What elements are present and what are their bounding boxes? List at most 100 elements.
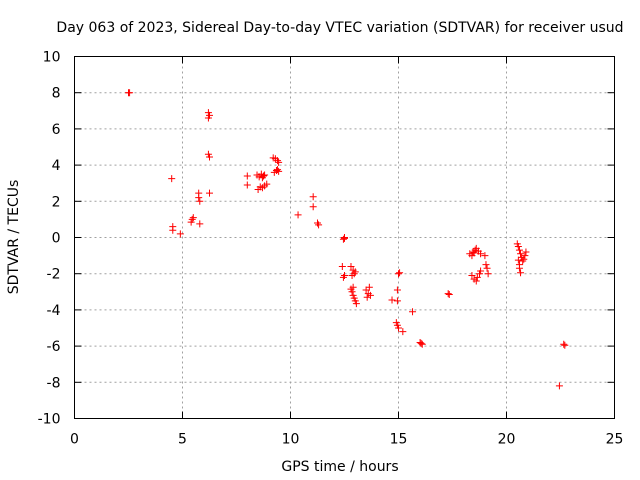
y-tick-label: -6 [47,339,61,355]
data-point [352,300,360,308]
x-tick-label: 15 [390,432,408,448]
data-point [365,283,373,291]
x-tick-label: 25 [606,432,624,448]
data-point [349,283,357,291]
data-point [388,296,396,304]
data-point [339,235,347,243]
data-point [195,194,203,202]
data-point [206,111,213,119]
data-point [274,166,282,174]
data-point [168,175,176,183]
data-point [363,293,371,301]
data-point [514,256,522,264]
data-point [395,324,402,332]
y-tick-label: 2 [52,194,61,210]
data-point [561,341,569,349]
data-point [366,291,374,299]
data-point [393,286,401,294]
data-point [309,193,317,201]
data-point [399,328,407,336]
data-point [417,339,425,347]
data-point [189,214,197,222]
data-point [341,234,348,242]
data-point [515,264,523,272]
x-axis-label: GPS time / hours [281,459,398,475]
data-point [472,277,480,285]
data-point [522,248,530,256]
data-point [196,220,204,228]
data-point [341,272,348,280]
y-tick-labels: -10 -8 -6 -4 -2 0 2 4 6 8 10 [38,50,61,428]
data-point [395,270,402,278]
y-tick-label: 4 [52,158,61,174]
x-tick-label: 10 [282,432,300,448]
data-point [473,273,481,281]
data-point [188,215,196,223]
data-point [243,181,251,189]
data-point [484,270,492,278]
data-point [477,250,485,258]
data-point [126,89,134,97]
data-point [515,246,523,254]
data-point [409,308,417,316]
data-point [514,243,522,251]
data-point [196,197,204,205]
data-point [560,340,568,348]
y-tick-label: 6 [52,122,61,138]
chart-title: Day 063 of 2023, Sidereal Day-to-day VTE… [56,20,623,36]
y-tick-label: -10 [38,412,61,428]
data-point [338,262,346,270]
y-tick-label: -8 [47,375,61,391]
data-point [260,172,267,180]
data-point [347,262,355,270]
x-tick-label: 0 [70,432,79,448]
y-axis-label: SDTVAR / TECUs [6,180,22,295]
data-point [483,264,491,272]
data-point [520,255,528,263]
x-tick-labels: 0 5 10 15 20 25 [70,432,623,448]
data-point [469,248,477,256]
data-point [350,270,358,278]
data-point [477,267,485,275]
x-tick-label: 20 [498,432,516,448]
data-point [314,219,321,227]
data-point [555,382,563,390]
y-tick-label: 10 [43,50,61,66]
y-tick-label: 8 [52,86,61,102]
data-point [263,180,271,188]
data-points [125,89,569,390]
data-point [169,226,177,234]
data-point [206,153,213,161]
data-point [445,291,453,299]
data-point [468,272,476,280]
data-point [351,268,359,276]
data-point [517,269,525,277]
data-point [261,171,269,179]
data-point [482,261,490,269]
axis-ticks [74,56,615,419]
data-point [519,257,527,265]
data-point [517,250,525,258]
data-point [309,203,317,211]
data-point [275,167,283,175]
data-point [243,172,251,180]
data-point [274,157,282,165]
data-point [348,288,356,296]
data-point [294,211,302,219]
data-point [521,252,529,260]
data-point [481,252,489,260]
data-point [275,158,283,166]
data-point [418,340,426,348]
data-point [339,273,347,281]
y-tick-label: -4 [47,303,61,319]
data-point [206,189,213,197]
data-point [315,221,323,229]
y-tick-label: 0 [52,231,61,247]
y-tick-label: -2 [47,267,61,283]
data-point [393,297,401,305]
data-point [444,290,452,298]
data-point [176,230,184,238]
data-point [396,269,404,277]
x-tick-label: 5 [178,432,187,448]
